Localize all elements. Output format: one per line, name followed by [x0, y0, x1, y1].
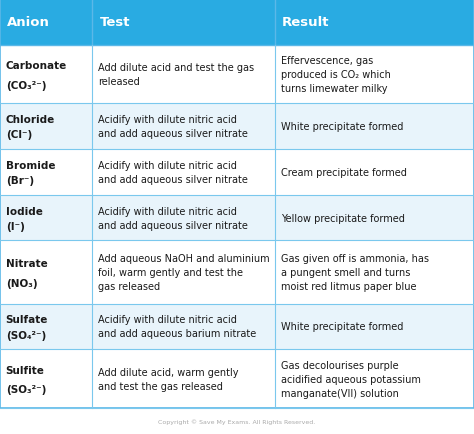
Text: Acidify with dilute nitric acid
and add aqueous silver nitrate: Acidify with dilute nitric acid and add …: [98, 206, 248, 230]
Bar: [0, 349, 474, 408]
Text: Sulfate: Sulfate: [6, 315, 48, 325]
Text: Add dilute acid and test the gas
released: Add dilute acid and test the gas release…: [98, 63, 254, 87]
Text: Iodide: Iodide: [6, 206, 43, 216]
Text: (NO₃): (NO₃): [6, 279, 37, 289]
Bar: [0, 46, 474, 104]
Text: Sulfite: Sulfite: [6, 365, 45, 375]
Text: Acidify with dilute nitric acid
and add aqueous barium nitrate: Acidify with dilute nitric acid and add …: [98, 315, 256, 339]
Text: (CO₃²⁻): (CO₃²⁻): [6, 80, 46, 90]
Bar: [0, 195, 474, 241]
Bar: [0, 408, 474, 434]
Text: White precipitate formed: White precipitate formed: [281, 322, 403, 332]
Text: Acidify with dilute nitric acid
and add aqueous silver nitrate: Acidify with dilute nitric acid and add …: [98, 115, 248, 139]
Text: (Br⁻): (Br⁻): [6, 176, 34, 186]
Bar: [0, 150, 474, 195]
Text: Cream precipitate formed: Cream precipitate formed: [281, 168, 407, 178]
Text: Bromide: Bromide: [6, 161, 55, 171]
Bar: [275, 0, 474, 46]
Text: Nitrate: Nitrate: [6, 258, 47, 268]
Text: Add dilute acid, warm gently
and test the gas released: Add dilute acid, warm gently and test th…: [98, 367, 238, 391]
Text: White precipitate formed: White precipitate formed: [281, 122, 403, 132]
Text: (SO₃²⁻): (SO₃²⁻): [6, 384, 46, 394]
Text: Acidify with dilute nitric acid
and add aqueous silver nitrate: Acidify with dilute nitric acid and add …: [98, 161, 248, 184]
Bar: [0, 0, 92, 46]
Text: (I⁻): (I⁻): [6, 221, 25, 231]
Text: Chloride: Chloride: [6, 115, 55, 125]
Text: Gas decolourises purple
acidified aqueous potassium
manganate(VII) solution: Gas decolourises purple acidified aqueou…: [281, 360, 420, 398]
Text: Yellow precipitate formed: Yellow precipitate formed: [281, 213, 404, 223]
Bar: [0, 241, 474, 304]
Bar: [0, 304, 474, 349]
Text: Anion: Anion: [7, 16, 50, 29]
Text: Gas given off is ammonia, has
a pungent smell and turns
moist red litmus paper b: Gas given off is ammonia, has a pungent …: [281, 253, 428, 291]
Bar: [92, 0, 275, 46]
Text: (Cl⁻): (Cl⁻): [6, 130, 32, 140]
Text: (SO₄²⁻): (SO₄²⁻): [6, 330, 46, 340]
Text: Carbonate: Carbonate: [6, 61, 67, 71]
Text: Add aqueous NaOH and aluminium
foil, warm gently and test the
gas released: Add aqueous NaOH and aluminium foil, war…: [98, 253, 270, 291]
Text: Test: Test: [100, 16, 130, 29]
Bar: [0, 104, 474, 150]
Text: Result: Result: [282, 16, 329, 29]
Text: Copyright © Save My Exams. All Rights Reserved.: Copyright © Save My Exams. All Rights Re…: [158, 418, 316, 424]
Text: Effervescence, gas
produced is CO₂ which
turns limewater milky: Effervescence, gas produced is CO₂ which…: [281, 56, 391, 94]
